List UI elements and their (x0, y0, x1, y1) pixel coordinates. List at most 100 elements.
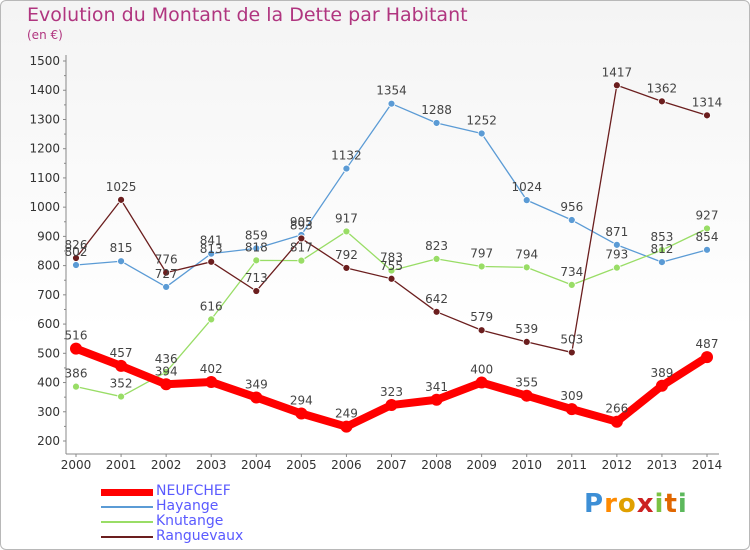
data-label-knutange: 853 (650, 230, 673, 244)
data-label-neufchef: 349 (245, 377, 268, 391)
data-point-ranguevaux (522, 338, 531, 346)
data-label-knutange: 783 (380, 251, 403, 265)
x-tick-label: 2006 (331, 458, 362, 472)
data-point-knutange (477, 262, 486, 271)
data-point-hayange (72, 261, 80, 269)
chart-title: Evolution du Montant de la Dette par Hab… (27, 4, 468, 26)
data-point-neufchef (340, 420, 353, 433)
data-label-neufchef: 309 (560, 389, 583, 403)
data-label-knutange: 917 (335, 211, 358, 225)
data-point-hayange (117, 257, 125, 266)
data-label-hayange: 802 (65, 245, 88, 259)
chart-subtitle: (en €) (27, 28, 63, 42)
data-label-knutange: 734 (560, 265, 583, 279)
data-point-neufchef (70, 342, 82, 355)
data-point-knutange (658, 246, 666, 255)
y-tick-label: 900 (37, 229, 60, 243)
legend-swatch (101, 521, 153, 523)
data-label-knutange: 352 (110, 377, 133, 391)
data-point-hayange (207, 249, 216, 258)
data-label-neufchef: 249 (335, 407, 358, 421)
y-tick-label: 700 (37, 288, 60, 302)
data-label-hayange: 859 (245, 228, 268, 242)
data-label-neufchef: 323 (380, 385, 403, 399)
data-point-knutange (567, 281, 576, 289)
data-label-ranguevaux: 579 (470, 310, 493, 324)
data-label-knutange: 616 (200, 299, 223, 313)
y-tick-label: 1400 (29, 83, 60, 97)
data-label-knutange: 818 (245, 240, 268, 254)
data-point-knutange (432, 254, 441, 263)
data-point-knutange (72, 382, 80, 391)
data-label-knutange: 386 (65, 367, 88, 381)
data-label-ranguevaux: 1362 (647, 81, 678, 95)
data-point-neufchef (520, 389, 533, 402)
y-tick-label: 1100 (29, 171, 60, 185)
data-point-ranguevaux (387, 274, 396, 283)
data-point-knutange (297, 256, 306, 265)
data-label-neufchef: 487 (696, 337, 719, 351)
data-label-neufchef: 457 (110, 346, 133, 360)
data-point-ranguevaux (162, 268, 171, 277)
legend-label: Knutange (156, 513, 224, 529)
data-label-knutange: 436 (155, 352, 178, 366)
y-tick-label: 200 (37, 434, 60, 448)
data-label-ranguevaux: 755 (380, 259, 403, 273)
data-label-hayange: 905 (290, 215, 313, 229)
logo-letter: o (617, 489, 637, 519)
data-point-neufchef (295, 407, 308, 420)
y-tick-label: 400 (37, 376, 60, 390)
data-label-knutange: 927 (696, 208, 719, 222)
y-tick-label: 1200 (29, 142, 60, 156)
data-label-hayange: 727 (155, 267, 178, 281)
data-label-hayange: 1132 (331, 149, 362, 163)
data-point-ranguevaux (252, 287, 261, 295)
logo-letter: t (664, 489, 678, 519)
logo-letter: r (604, 489, 618, 519)
data-point-knutange (522, 263, 531, 272)
data-point-knutange (387, 266, 396, 275)
logo-letter: x (636, 489, 655, 519)
data-label-ranguevaux: 1025 (106, 180, 137, 194)
data-point-ranguevaux (72, 254, 80, 262)
data-point-knutange (703, 224, 711, 233)
legend-swatch (101, 489, 153, 496)
data-label-neufchef: 389 (650, 366, 673, 380)
data-point-hayange (162, 283, 171, 291)
data-label-ranguevaux: 813 (200, 242, 223, 256)
data-label-hayange: 1252 (466, 113, 497, 127)
x-tick-label: 2009 (466, 458, 497, 472)
x-tick-label: 2003 (196, 458, 227, 472)
data-label-neufchef: 355 (515, 376, 538, 390)
data-label-neufchef: 402 (200, 362, 223, 376)
data-point-hayange (432, 119, 441, 127)
data-point-neufchef (430, 393, 443, 406)
data-label-hayange: 1024 (511, 180, 542, 194)
data-point-ranguevaux (477, 326, 486, 335)
x-tick-label: 2013 (647, 458, 678, 472)
data-point-ranguevaux (117, 195, 125, 204)
data-point-neufchef (160, 378, 173, 391)
data-label-hayange: 812 (650, 242, 673, 256)
data-label-neufchef: 516 (65, 329, 88, 343)
data-point-knutange (342, 227, 351, 236)
legend-label: Ranguevaux (156, 528, 244, 544)
data-label-knutange: 823 (425, 239, 448, 253)
y-tick-label: 1000 (29, 200, 60, 214)
data-label-hayange: 1354 (376, 84, 407, 98)
data-point-hayange (477, 129, 486, 138)
data-point-neufchef (655, 379, 668, 392)
data-label-neufchef: 400 (470, 363, 493, 377)
data-label-hayange: 871 (605, 225, 628, 239)
x-tick-label: 2000 (61, 458, 92, 472)
data-point-ranguevaux (342, 264, 351, 272)
logo-letter: i (677, 489, 688, 519)
data-label-neufchef: 394 (155, 364, 178, 378)
data-point-neufchef (610, 415, 623, 428)
x-tick-label: 2014 (692, 458, 723, 472)
data-point-knutange (612, 263, 621, 272)
y-tick-label: 800 (37, 259, 60, 273)
data-point-neufchef (115, 359, 128, 372)
x-tick-label: 2011 (557, 458, 588, 472)
